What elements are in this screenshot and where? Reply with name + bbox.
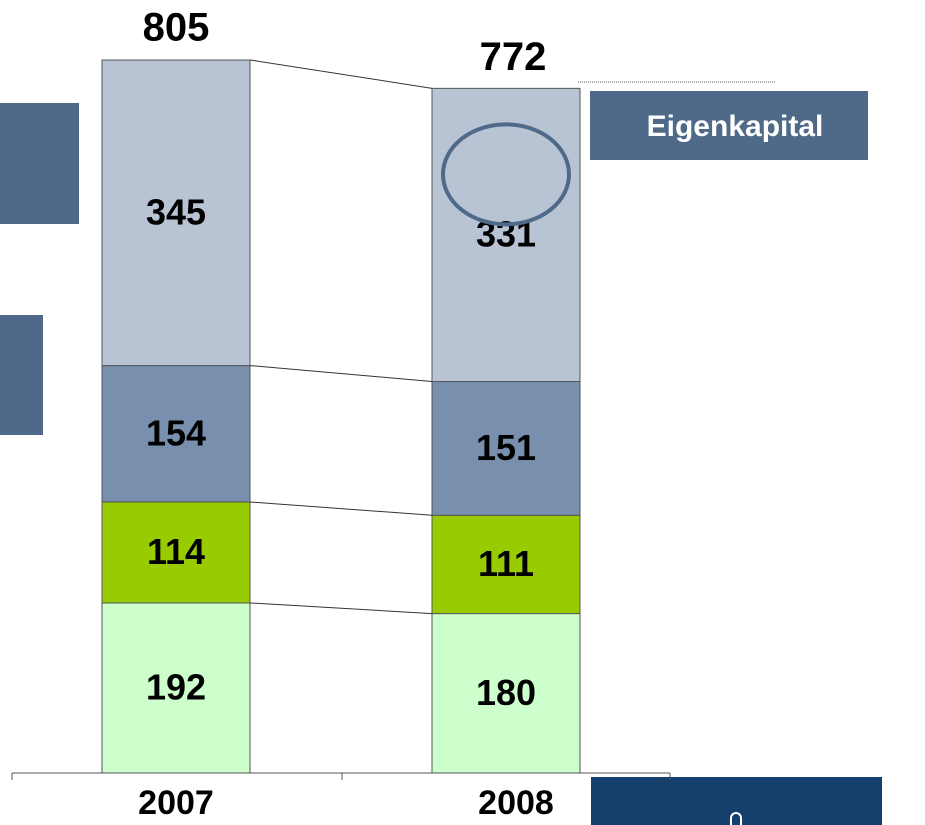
- x-tick-label: 2008: [478, 784, 554, 822]
- value-label: 151: [476, 427, 536, 468]
- connector: [249, 59, 433, 89]
- connector: [249, 501, 433, 516]
- x-tick-label: 2007: [138, 784, 214, 822]
- value-label: 180: [476, 672, 536, 713]
- bar-segment: [101, 59, 251, 367]
- total-label: 772: [480, 35, 547, 79]
- bar-segment: [431, 514, 581, 615]
- value-label: 345: [146, 191, 206, 232]
- bar-segment: [431, 381, 581, 516]
- bar-segment: [101, 365, 251, 503]
- side-box: [0, 103, 79, 224]
- value-label: 154: [146, 412, 206, 453]
- icon: [730, 812, 742, 825]
- footer-box: [591, 777, 882, 825]
- highlight-circle: [441, 122, 571, 227]
- connector: [249, 365, 433, 383]
- side-box: [0, 315, 43, 435]
- bar-segment: [101, 501, 251, 604]
- value-label: 111: [478, 543, 534, 584]
- legend-label: Eigenkapital: [647, 110, 824, 143]
- total-label: 805: [143, 6, 210, 50]
- connector: [249, 602, 433, 615]
- value-label: 114: [147, 531, 205, 572]
- value-label: 192: [146, 666, 206, 707]
- bar-segment: [431, 613, 581, 774]
- bar-segment: [101, 602, 251, 774]
- bar-segment: [431, 87, 581, 383]
- legend-box: [590, 91, 868, 160]
